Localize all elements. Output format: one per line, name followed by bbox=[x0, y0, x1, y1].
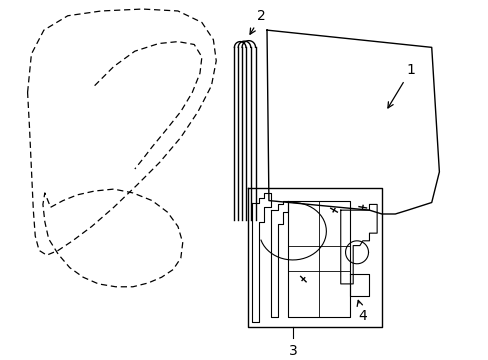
Text: 4: 4 bbox=[356, 300, 366, 323]
Text: 3: 3 bbox=[288, 344, 297, 358]
Text: 1: 1 bbox=[387, 63, 414, 108]
Text: 2: 2 bbox=[249, 9, 265, 34]
